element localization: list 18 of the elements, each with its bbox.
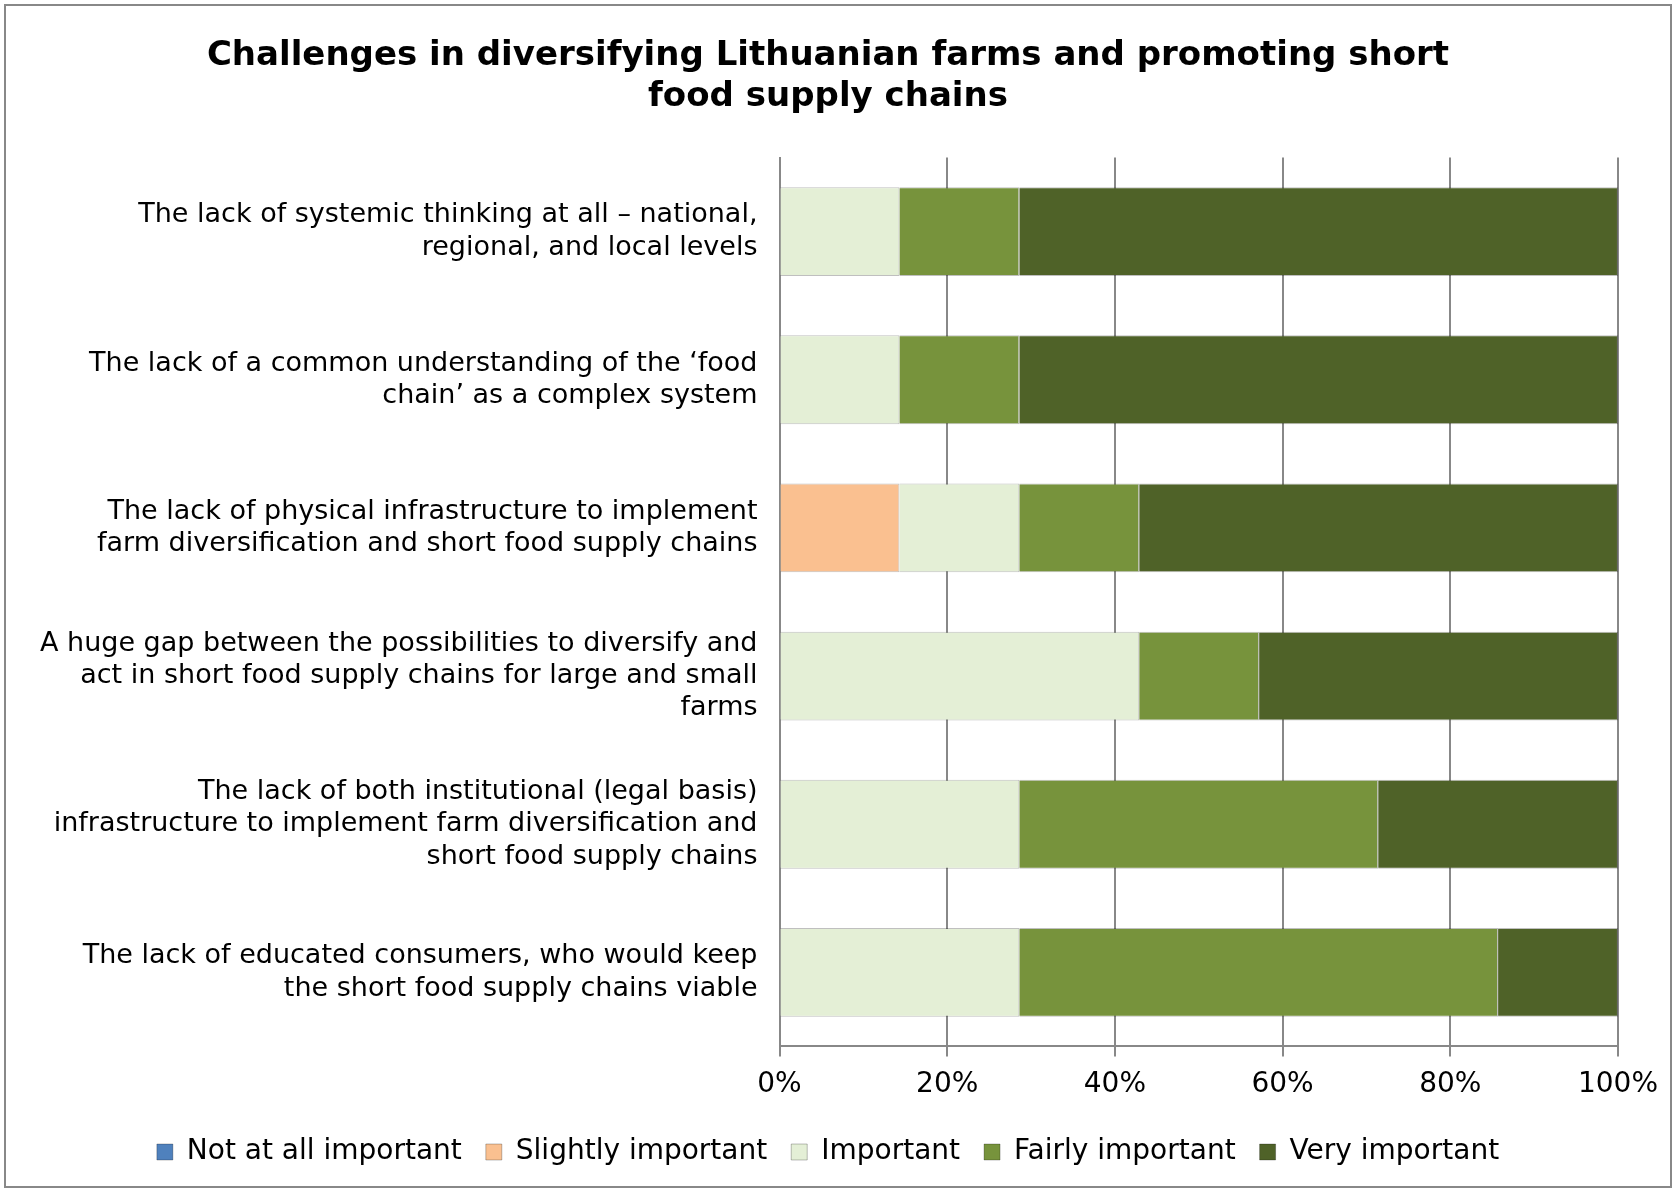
y-tick-label: The lack of systemic thinking at all – national, regional, and local levels xyxy=(137,197,758,261)
y-tick-label: The lack of both institutional (legal basis) infrastructure to implement farm diversification and short food supply chains xyxy=(53,773,758,870)
x-tick-label: 100% xyxy=(1577,1066,1659,1100)
y-tick-label: A huge gap between the possibilities to diversify and act in short food supply chains for large and small farms xyxy=(39,625,758,722)
legend-label: Not at all important xyxy=(186,1133,462,1167)
y-tick-label: The lack of physical infrastructure to implement farm diversification and short food supply chains xyxy=(97,493,758,558)
x-tick-label: 20% xyxy=(916,1066,979,1100)
x-tick-label: 80% xyxy=(1419,1066,1482,1100)
y-tick-label: The lack of educated consumers, who would keep the short food supply chains viable xyxy=(81,938,758,1002)
x-tick-label: 0% xyxy=(757,1066,802,1100)
legend-label: Very important xyxy=(1289,1133,1500,1167)
legend-label: Important xyxy=(821,1133,961,1167)
x-tick-label: 60% xyxy=(1251,1066,1314,1100)
legend-label: Fairly important xyxy=(1014,1133,1236,1167)
x-tick-label: 40% xyxy=(1083,1066,1147,1100)
y-tick-label: The lack of a common understanding of the ‘food chain’ as a complex system xyxy=(88,345,758,410)
legend-label: Slightly important xyxy=(515,1133,768,1167)
chart-title: Challenges in diversifying Lithuanian farms and promoting short food supply chains xyxy=(206,33,1450,115)
